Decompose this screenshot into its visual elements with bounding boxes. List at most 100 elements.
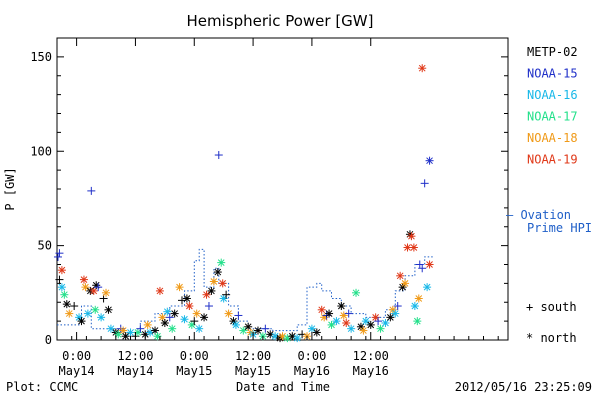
north-point — [175, 283, 184, 292]
south-point — [420, 179, 429, 188]
north-point — [401, 279, 410, 288]
north-point — [425, 260, 434, 269]
legend: METP-02 NOAA-15 NOAA-16 NOAA-17 NOAA-18 NOAA-… — [527, 45, 578, 167]
south-point — [55, 275, 64, 284]
north-point — [213, 268, 222, 277]
plot-timestamp: 2012/05/16 23:25:09 — [455, 380, 592, 394]
south-point — [214, 151, 223, 160]
north-point — [231, 320, 240, 329]
north-point — [195, 324, 204, 333]
x-tick-time-label: 0:00 — [297, 349, 326, 363]
north-point — [121, 332, 130, 341]
legend-entry: NOAA-15 — [527, 67, 578, 81]
north-point — [202, 290, 211, 299]
north-point — [224, 309, 233, 318]
south-point — [87, 186, 96, 195]
data-points — [53, 64, 434, 343]
x-tick-date-label: May16 — [294, 364, 330, 378]
north-point — [170, 309, 179, 318]
north-point — [155, 286, 164, 295]
north-point — [347, 324, 356, 333]
legend-entry: NOAA-17 — [527, 110, 578, 124]
south-point — [55, 249, 64, 258]
north-point — [253, 326, 262, 335]
north-point — [126, 328, 135, 337]
x-tick-time-label: 0:00 — [180, 349, 209, 363]
south-marker-legend: + south — [526, 300, 577, 314]
north-point — [168, 324, 177, 333]
north-point — [185, 302, 194, 311]
north-point — [381, 319, 390, 328]
north-point — [57, 266, 66, 275]
x-tick-date-label: May14 — [117, 364, 153, 378]
north-point — [409, 243, 418, 252]
south-point — [165, 313, 174, 322]
north-point — [62, 300, 71, 309]
x-tick-time-label: 0:00 — [62, 349, 91, 363]
north-point — [143, 320, 152, 329]
x-tick-date-label: May15 — [235, 364, 271, 378]
north-point — [79, 275, 88, 284]
north-point — [293, 334, 302, 343]
south-point — [261, 324, 270, 333]
y-tick-label: 100 — [30, 144, 52, 158]
south-point — [344, 309, 353, 318]
x-axis: 0:00May1412:00May140:00May1512:00May150:… — [56, 38, 499, 378]
north-point — [160, 319, 169, 328]
x-tick-date-label: May16 — [353, 364, 389, 378]
north-point — [218, 279, 227, 288]
north-point — [413, 317, 422, 326]
north-point — [91, 305, 100, 314]
north-point — [396, 271, 405, 280]
north-point — [342, 319, 351, 328]
north-point — [97, 313, 106, 322]
south-point — [393, 302, 402, 311]
south-point — [53, 252, 62, 261]
north-point — [359, 326, 368, 335]
north-point — [104, 305, 113, 314]
north-point — [207, 286, 216, 295]
north-point — [352, 288, 361, 297]
y-tick-label: 50 — [38, 239, 52, 253]
plot-frame — [56, 37, 509, 341]
north-point — [92, 281, 101, 290]
north-point — [180, 315, 189, 324]
north-point — [81, 283, 90, 292]
x-tick-time-label: 12:00 — [235, 349, 271, 363]
north-point — [106, 324, 115, 333]
north-point — [57, 283, 66, 292]
legend-entry: METP-02 — [527, 45, 578, 59]
chart-title: Hemispheric Power [GW] — [187, 12, 374, 30]
north-point — [407, 232, 416, 241]
north-point — [361, 317, 370, 326]
north-point — [209, 277, 218, 286]
north-point — [339, 311, 348, 320]
north-point — [60, 290, 69, 299]
x-axis-label: Date and Time — [236, 380, 330, 394]
x-tick-time-label: 12:00 — [117, 349, 153, 363]
y-tick-label: 150 — [30, 50, 52, 64]
legend-entry: NOAA-16 — [527, 88, 578, 102]
y-axis-label: P [GW] — [3, 167, 17, 210]
north-marker-legend: * north — [526, 331, 577, 345]
north-point — [391, 309, 400, 318]
y-axis: 0 50 100 150 — [30, 37, 508, 347]
north-point — [312, 328, 321, 337]
x-tick-time-label: 12:00 — [353, 349, 389, 363]
y-tick-label: 0 — [45, 333, 52, 347]
north-point — [366, 320, 375, 329]
north-point — [376, 324, 385, 333]
north-point — [337, 302, 346, 311]
north-point — [83, 309, 92, 318]
north-point — [414, 294, 423, 303]
north-point — [102, 288, 111, 297]
legend-entry: NOAA-18 — [527, 131, 578, 145]
plot-credit: Plot: CCMC — [6, 380, 78, 394]
south-point — [94, 283, 103, 292]
north-point — [325, 309, 334, 318]
south-point — [70, 302, 79, 311]
south-point — [374, 317, 383, 326]
x-tick-date-label: May14 — [59, 364, 95, 378]
north-point — [418, 64, 427, 73]
